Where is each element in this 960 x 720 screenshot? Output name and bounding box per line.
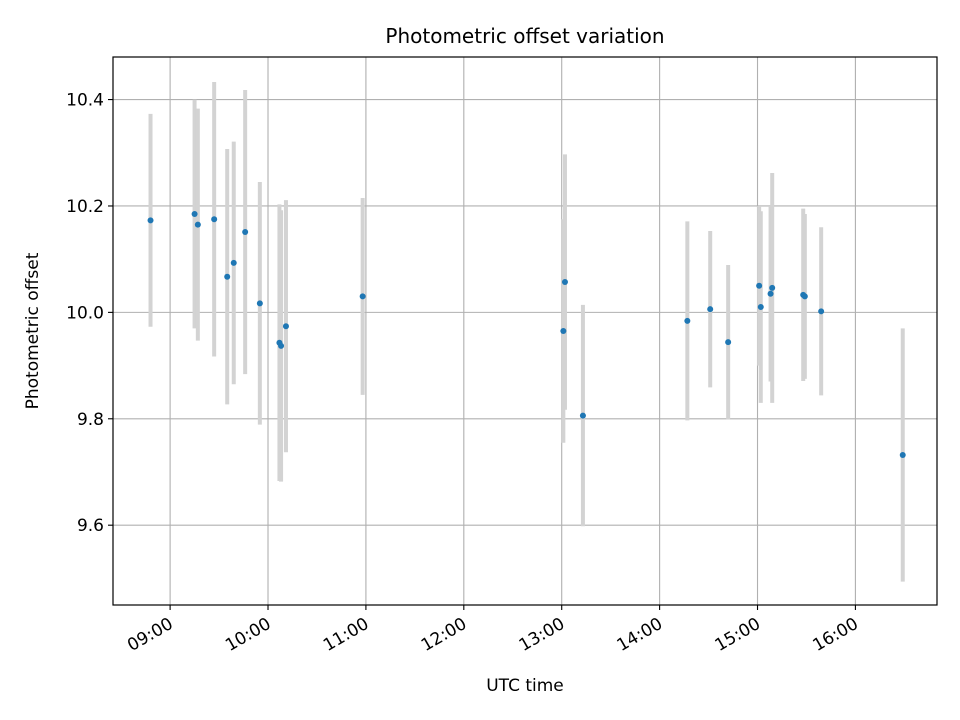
plot-frame <box>112 56 938 606</box>
data-point <box>230 259 237 266</box>
y-axis-label: Photometric offset <box>23 252 43 409</box>
data-point <box>278 342 285 349</box>
chart-title: Photometric offset variation <box>385 24 664 48</box>
y-tick-label: 9.8 <box>77 410 104 430</box>
data-point <box>757 304 764 311</box>
data-point <box>579 412 586 419</box>
data-point <box>801 293 808 300</box>
data-point <box>194 221 201 228</box>
data-point <box>756 282 763 289</box>
data-point <box>725 339 732 346</box>
data-point <box>359 293 366 300</box>
data-point <box>211 216 218 223</box>
data-point <box>191 210 198 217</box>
data-point <box>707 306 714 313</box>
data-point <box>818 308 825 315</box>
x-axis-label: UTC time <box>486 676 564 696</box>
data-point <box>282 323 289 330</box>
data-point <box>147 217 154 224</box>
y-axis: 9.6 9.8 10.0 10.2 10.4 <box>66 91 113 536</box>
data-point <box>224 273 231 280</box>
y-tick-label: 10.2 <box>66 197 104 217</box>
data-point <box>684 317 691 324</box>
data-points <box>147 210 906 458</box>
data-point <box>767 290 774 297</box>
y-tick-label: 9.6 <box>77 516 104 536</box>
data-point <box>242 229 249 236</box>
y-tick-label: 10.0 <box>66 303 104 323</box>
data-point <box>256 300 263 307</box>
data-point <box>769 284 776 291</box>
data-point <box>561 279 568 286</box>
y-tick-label: 10.4 <box>66 91 104 111</box>
data-point <box>560 328 567 334</box>
data-point <box>899 451 906 458</box>
